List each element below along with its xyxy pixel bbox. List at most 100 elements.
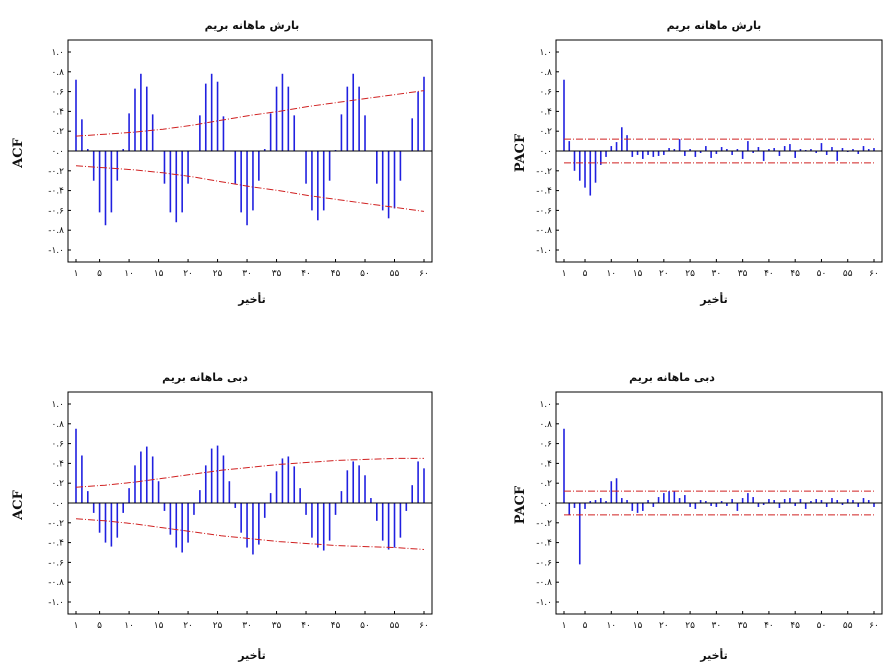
- x-tick-label: ۴۰: [764, 269, 774, 279]
- panel-discharge-acf: دبی ماهانه بریم ACF تأخیر ۱.۰ ۰.۸ ۰.۶ ۰.۴ ۰.…: [11, 371, 433, 662]
- y-tick-label: -۰.۴: [48, 187, 64, 197]
- x-tick-label: ۳۵: [738, 269, 748, 279]
- y-tick-label: -۰.۸: [536, 578, 552, 588]
- x-tick-label: ۴۵: [331, 269, 341, 279]
- y-tick-label: ۰.۴: [539, 107, 552, 117]
- x-tick-label: ۴۵: [790, 269, 800, 279]
- y-tick-label: ۰.۰: [539, 499, 552, 509]
- y-tick-label: ۰.۲: [51, 479, 64, 489]
- panel-precip-pacf: بارش ماهانه بریم PACF تأخیر ۱.۰ ۰.۸ ۰.۶ ۰.۴…: [513, 19, 883, 306]
- x-tick-label: ۱: [74, 269, 79, 279]
- y-tick-label: ۰.۴: [51, 459, 64, 469]
- y-tick-label: ۱.۰: [539, 48, 552, 58]
- x-tick-label: ۲۰: [659, 269, 669, 279]
- x-tick-label: ۶۰: [419, 269, 429, 279]
- y-tick-label: ۰.۲: [539, 127, 552, 137]
- x-tick-label: ۲۵: [685, 269, 695, 279]
- y-tick-label: -۰.۶: [536, 206, 552, 216]
- confidence-bands: [564, 490, 874, 516]
- y-tick-label: -۱.۰: [536, 246, 552, 256]
- y-tick-label: ۱.۰: [51, 400, 64, 410]
- bar-group: [563, 428, 875, 565]
- y-tick-label: -۱.۰: [48, 598, 64, 608]
- y-axis-label: PACF: [513, 485, 528, 524]
- y-tick-labels: ۱.۰ ۰.۸ ۰.۶ ۰.۴ ۰.۲ ۰.۰ -۰.۲ -۰.۴ -۰.۶ -۰.۸ -۱.۰: [536, 48, 559, 256]
- y-tick-label: -۱.۰: [536, 598, 552, 608]
- x-tick-label: ۱۰: [606, 621, 616, 631]
- x-tick-label: ۴۰: [301, 621, 311, 631]
- y-tick-labels: ۱.۰ ۰.۸ ۰.۶ ۰.۴ ۰.۲ ۰.۰ -۰.۲ -۰.۴ -۰.۶ -۰.۸ -۱.۰: [48, 400, 71, 608]
- x-axis-label: تأخیر: [699, 648, 728, 662]
- x-tick-label: ۳۵: [272, 621, 282, 631]
- y-axis-label: PACF: [513, 133, 528, 172]
- x-tick-label: ۵۵: [390, 269, 400, 279]
- x-tick-label: ۴۵: [790, 621, 800, 631]
- x-tick-label: ۳۰: [242, 269, 252, 279]
- y-tick-label: -۰.۲: [48, 167, 64, 177]
- y-tick-label: ۰.۶: [539, 440, 552, 450]
- x-tick-label: ۵۵: [843, 269, 853, 279]
- confidence-upper-line: [75, 90, 425, 137]
- y-tick-label: ۰.۶: [539, 88, 552, 98]
- y-tick-label: ۰.۲: [539, 479, 552, 489]
- x-tick-label: ۵۰: [360, 269, 370, 279]
- x-tick-label: ۱۰: [606, 269, 616, 279]
- y-tick-label: ۰.۰: [51, 499, 64, 509]
- panel-precip-acf: بارش ماهانه بریم ACF تأخیر ۱.۰ ۰.۸ ۰.۶ ۰.۴ ۰…: [11, 19, 433, 306]
- y-tick-label: ۰.۲: [51, 127, 64, 137]
- y-tick-labels: ۱.۰ ۰.۸ ۰.۶ ۰.۴ ۰.۲ ۰.۰ -۰.۲ -۰.۴ -۰.۶ -۰.۸ -۱.۰: [536, 400, 559, 608]
- x-tick-label: ۳۰: [712, 621, 722, 631]
- x-tick-label: ۱: [562, 269, 567, 279]
- x-tick-labels: ۱ ۵ ۱۰ ۱۵ ۲۰ ۲۵ ۳۰ ۳۵ ۴۰ ۴۵ ۵۰ ۵۵ ۶۰: [562, 611, 879, 631]
- confidence-upper-line: [75, 457, 424, 488]
- y-tick-label: -۰.۸: [536, 226, 552, 236]
- x-tick-label: ۵: [583, 621, 588, 631]
- x-tick-label: ۲۵: [213, 621, 223, 631]
- x-axis-label: تأخیر: [237, 292, 266, 306]
- y-tick-label: -۰.۶: [48, 206, 64, 216]
- y-tick-label: ۱.۰: [51, 48, 64, 58]
- x-tick-label: ۳۰: [712, 269, 722, 279]
- y-axis-label: ACF: [11, 489, 26, 520]
- x-tick-label: ۵۰: [817, 621, 827, 631]
- x-tick-labels: ۱ ۵ ۱۰ ۱۵ ۲۰ ۲۵ ۳۰ ۳۵ ۴۰ ۴۵ ۵۰ ۵۵ ۶۰: [562, 259, 879, 279]
- y-tick-label: -۰.۸: [48, 578, 64, 588]
- y-tick-label: ۰.۸: [51, 420, 64, 430]
- x-tick-label: ۲۰: [659, 621, 669, 631]
- x-tick-label: ۲۵: [213, 269, 223, 279]
- y-tick-label: ۰.۶: [51, 88, 64, 98]
- confidence-lower-line: [75, 165, 425, 212]
- x-tick-label: ۲۰: [183, 269, 193, 279]
- y-tick-label: ۰.۸: [51, 68, 64, 78]
- x-tick-label: ۱۰: [124, 269, 134, 279]
- confidence-bands: [75, 457, 425, 550]
- x-tick-label: ۲۰: [183, 621, 193, 631]
- confidence-bands: [564, 138, 874, 164]
- x-tick-label: ۶۰: [869, 269, 879, 279]
- y-tick-labels: ۱.۰ ۰.۸ ۰.۶ ۰.۴ ۰.۲ ۰.۰ -۰.۲ -۰.۴ -۰.۶ -۰.۸ -۱.۰: [48, 48, 71, 256]
- x-tick-label: ۵۵: [843, 621, 853, 631]
- y-tick-label: -۰.۴: [536, 539, 552, 549]
- x-tick-labels: ۱ ۵ ۱۰ ۱۵ ۲۰ ۲۵ ۳۰ ۳۵ ۴۰ ۴۵ ۵۰ ۵۵ ۶۰: [74, 259, 429, 279]
- x-tick-label: ۵: [583, 269, 588, 279]
- y-tick-label: -۰.۲: [48, 519, 64, 529]
- panel-title: دبی ماهانه بریم: [629, 371, 715, 384]
- x-tick-label: ۵: [97, 269, 102, 279]
- x-axis-label: تأخیر: [237, 648, 266, 662]
- x-tick-label: ۳۰: [242, 621, 252, 631]
- y-tick-label: ۰.۸: [539, 68, 552, 78]
- x-tick-labels: ۱ ۵ ۱۰ ۱۵ ۲۰ ۲۵ ۳۰ ۳۵ ۴۰ ۴۵ ۵۰ ۵۵ ۶۰: [74, 611, 429, 631]
- confidence-lower-line: [75, 518, 425, 550]
- x-tick-label: ۶۰: [419, 621, 429, 631]
- y-tick-label: -۰.۴: [536, 187, 552, 197]
- x-tick-label: ۵: [97, 621, 102, 631]
- y-axis-label: ACF: [11, 137, 26, 168]
- panel-title: بارش ماهانه بریم: [205, 19, 300, 32]
- y-tick-label: ۰.۴: [539, 459, 552, 469]
- x-axis-label: تأخیر: [699, 292, 728, 306]
- bar-group: [563, 79, 875, 196]
- x-tick-label: ۴۰: [301, 269, 311, 279]
- x-tick-label: ۴۰: [764, 621, 774, 631]
- x-tick-label: ۱۵: [154, 269, 164, 279]
- y-tick-label: ۰.۸: [539, 420, 552, 430]
